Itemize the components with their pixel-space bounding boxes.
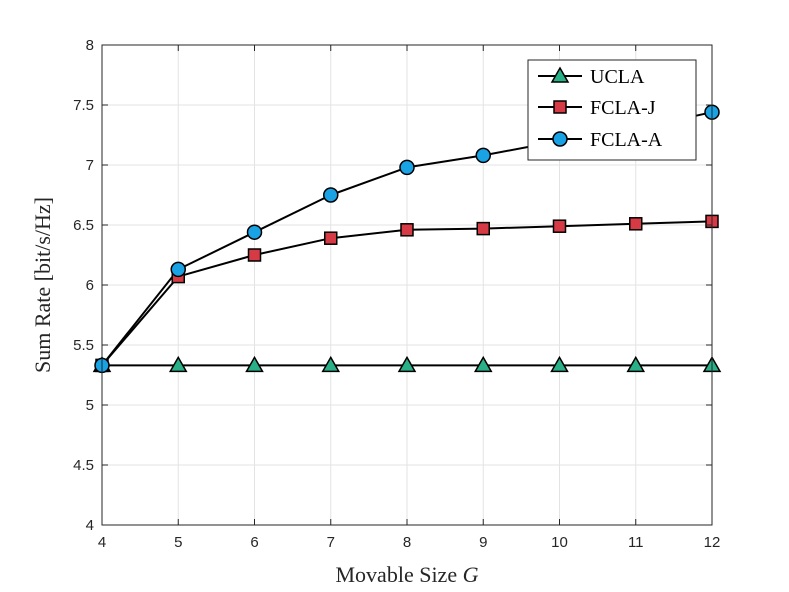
x-axis-title: Movable Size G (336, 562, 479, 587)
data-point-ucla (321, 355, 341, 373)
y-axis-title: Sum Rate [bit/s/Hz] (30, 197, 55, 373)
y-tick-label: 5 (86, 397, 94, 414)
y-tick-label: 7.5 (73, 97, 94, 114)
y-tick-label: 6 (86, 277, 94, 294)
x-tick-label: 5 (174, 534, 182, 551)
data-point-fcla-j (552, 219, 567, 233)
x-tick-label: 9 (479, 534, 487, 551)
legend-marker-fcla-j (553, 100, 567, 114)
x-tick-label: 11 (628, 534, 644, 551)
data-point-ucla (397, 355, 417, 373)
data-point-fcla-a (246, 224, 263, 240)
data-point-fcla-a (323, 187, 339, 203)
data-point-ucla (550, 355, 569, 373)
data-point-fcla-j (247, 248, 262, 262)
y-tick-label: 8 (86, 37, 94, 54)
data-point-fcla-j (476, 221, 490, 236)
axis-ticks (101, 44, 713, 526)
x-tick-label: 10 (551, 534, 568, 551)
data-point-fcla-j (400, 223, 414, 237)
legend-label-fcla-a: FCLA-A (590, 129, 663, 151)
data-point-fcla-a (399, 159, 415, 176)
legend-label-ucla: UCLA (590, 66, 645, 88)
x-axis-title-text: Movable Size (336, 562, 458, 587)
legend: UCLA FCLA-J FCLA-A (527, 59, 697, 161)
data-point-fcla-a (475, 147, 491, 164)
y-tick-label: 7 (86, 157, 94, 174)
legend-marker-fcla-a (552, 131, 568, 147)
y-tick-label: 4 (86, 517, 94, 534)
y-tick-label: 6.5 (73, 217, 94, 234)
y-tick-label: 5.5 (73, 337, 94, 354)
data-point-fcla-a (170, 261, 186, 278)
x-tick-label: 6 (250, 534, 258, 551)
legend-label-fcla-j: FCLA-J (590, 97, 656, 119)
x-axis-title-variable: G (463, 562, 479, 587)
data-point-fcla-j (629, 217, 643, 231)
x-tick-labels: 4 5 6 7 8 9 10 11 12 (98, 534, 721, 551)
x-tick-label: 4 (98, 534, 106, 551)
x-tick-label: 7 (327, 534, 335, 551)
y-tick-labels: 4 4.5 5 5.5 6 6.5 7 7.5 8 (73, 37, 94, 534)
data-point-ucla (168, 355, 188, 373)
x-tick-label: 12 (704, 534, 721, 551)
x-tick-label: 8 (403, 534, 411, 551)
y-tick-label: 4.5 (73, 457, 94, 474)
data-point-ucla (473, 355, 493, 373)
data-point-ucla (245, 355, 264, 373)
data-point-ucla (626, 355, 646, 373)
legend-marker-ucla (550, 66, 570, 83)
data-point-fcla-j (324, 231, 338, 245)
